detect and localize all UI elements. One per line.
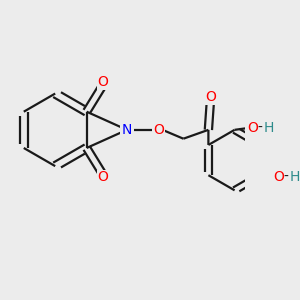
Text: H: H (290, 170, 300, 184)
Text: -: - (258, 121, 262, 135)
Text: O: O (247, 121, 258, 135)
Text: O: O (205, 90, 216, 104)
Text: H: H (264, 121, 274, 135)
Text: -: - (284, 170, 289, 184)
Text: O: O (97, 75, 108, 89)
Text: O: O (97, 170, 108, 184)
Text: O: O (153, 123, 164, 137)
Text: O: O (274, 170, 284, 184)
Text: N: N (122, 123, 132, 137)
